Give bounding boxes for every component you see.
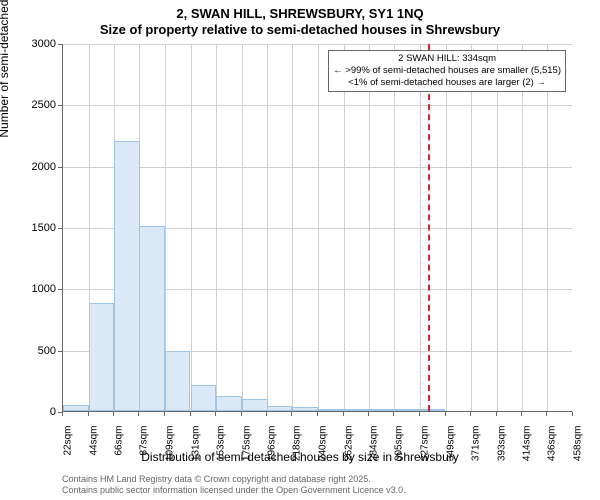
- annotation-box: 2 SWAN HILL: 334sqm← >99% of semi-detach…: [328, 50, 566, 92]
- histogram-bar: [89, 303, 115, 411]
- gridline-v: [369, 44, 370, 411]
- histogram-bar: [394, 409, 420, 411]
- ytick-label: 2000: [16, 161, 56, 173]
- x-axis-label: Distribution of semi-detached houses by …: [0, 450, 600, 464]
- gridline-v: [547, 44, 548, 411]
- gridline-v: [242, 44, 243, 411]
- xtick-mark: [291, 412, 292, 416]
- ytick-label: 500: [16, 345, 56, 357]
- histogram-bar: [191, 385, 217, 411]
- annotation-line-3: <1% of semi-detached houses are larger (…: [333, 77, 561, 89]
- ytick-mark: [58, 167, 62, 168]
- xtick-mark: [393, 412, 394, 416]
- xtick-mark: [190, 412, 191, 416]
- histogram-bar: [420, 409, 446, 411]
- xtick-mark: [546, 412, 547, 416]
- ytick-label: 3000: [16, 38, 56, 50]
- xtick-mark: [113, 412, 114, 416]
- gridline-v: [446, 44, 447, 411]
- ytick-mark: [58, 44, 62, 45]
- gridline-v: [497, 44, 498, 411]
- chart-title-sub: Size of property relative to semi-detach…: [0, 22, 600, 37]
- xtick-mark: [62, 412, 63, 416]
- xtick-mark: [164, 412, 165, 416]
- footer-line-1: Contains HM Land Registry data © Crown c…: [62, 474, 406, 485]
- gridline-v: [318, 44, 319, 411]
- histogram-bar: [63, 405, 89, 411]
- gridline-v: [191, 44, 192, 411]
- gridline-v: [471, 44, 472, 411]
- histogram-bar: [114, 141, 140, 411]
- histogram-bar: [369, 409, 395, 411]
- annotation-line-1: 2 SWAN HILL: 334sqm: [333, 53, 561, 65]
- ytick-label: 1000: [16, 283, 56, 295]
- marker-line: [428, 44, 430, 411]
- xtick-mark: [419, 412, 420, 416]
- ytick-label: 0: [16, 406, 56, 418]
- gridline-v: [420, 44, 421, 411]
- xtick-mark: [266, 412, 267, 416]
- xtick-mark: [496, 412, 497, 416]
- xtick-mark: [343, 412, 344, 416]
- gridline-v: [394, 44, 395, 411]
- xtick-mark: [470, 412, 471, 416]
- gridline-v: [344, 44, 345, 411]
- xtick-mark: [215, 412, 216, 416]
- histogram-bar: [344, 409, 370, 411]
- y-axis-label: Number of semi-detached properties: [0, 0, 11, 138]
- xtick-mark: [88, 412, 89, 416]
- ytick-mark: [58, 351, 62, 352]
- histogram-bar: [242, 399, 268, 411]
- histogram-bar: [292, 407, 318, 411]
- footer-attribution: Contains HM Land Registry data © Crown c…: [62, 474, 406, 497]
- gridline-v: [216, 44, 217, 411]
- xtick-mark: [138, 412, 139, 416]
- histogram-bar: [139, 226, 165, 411]
- ytick-label: 1500: [16, 222, 56, 234]
- histogram-bar: [267, 406, 293, 411]
- gridline-v: [267, 44, 268, 411]
- plot-area: 2 SWAN HILL: 334sqm← >99% of semi-detach…: [62, 44, 572, 412]
- xtick-mark: [368, 412, 369, 416]
- chart-title-main: 2, SWAN HILL, SHREWSBURY, SY1 1NQ: [0, 6, 600, 21]
- annotation-line-2: ← >99% of semi-detached houses are small…: [333, 65, 561, 77]
- xtick-mark: [521, 412, 522, 416]
- histogram-bar: [216, 396, 242, 411]
- gridline-v: [522, 44, 523, 411]
- xtick-mark: [445, 412, 446, 416]
- histogram-bar: [318, 409, 344, 411]
- gridline-v: [292, 44, 293, 411]
- histogram-chart: 2, SWAN HILL, SHREWSBURY, SY1 1NQ Size o…: [0, 0, 600, 500]
- ytick-mark: [58, 105, 62, 106]
- xtick-mark: [572, 412, 573, 416]
- histogram-bar: [165, 351, 191, 411]
- ytick-mark: [58, 228, 62, 229]
- ytick-mark: [58, 289, 62, 290]
- ytick-label: 2500: [16, 99, 56, 111]
- xtick-mark: [241, 412, 242, 416]
- footer-line-2: Contains public sector information licen…: [62, 485, 406, 496]
- xtick-mark: [317, 412, 318, 416]
